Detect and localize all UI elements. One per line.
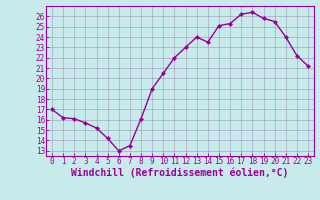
X-axis label: Windchill (Refroidissement éolien,°C): Windchill (Refroidissement éolien,°C) <box>71 168 289 178</box>
